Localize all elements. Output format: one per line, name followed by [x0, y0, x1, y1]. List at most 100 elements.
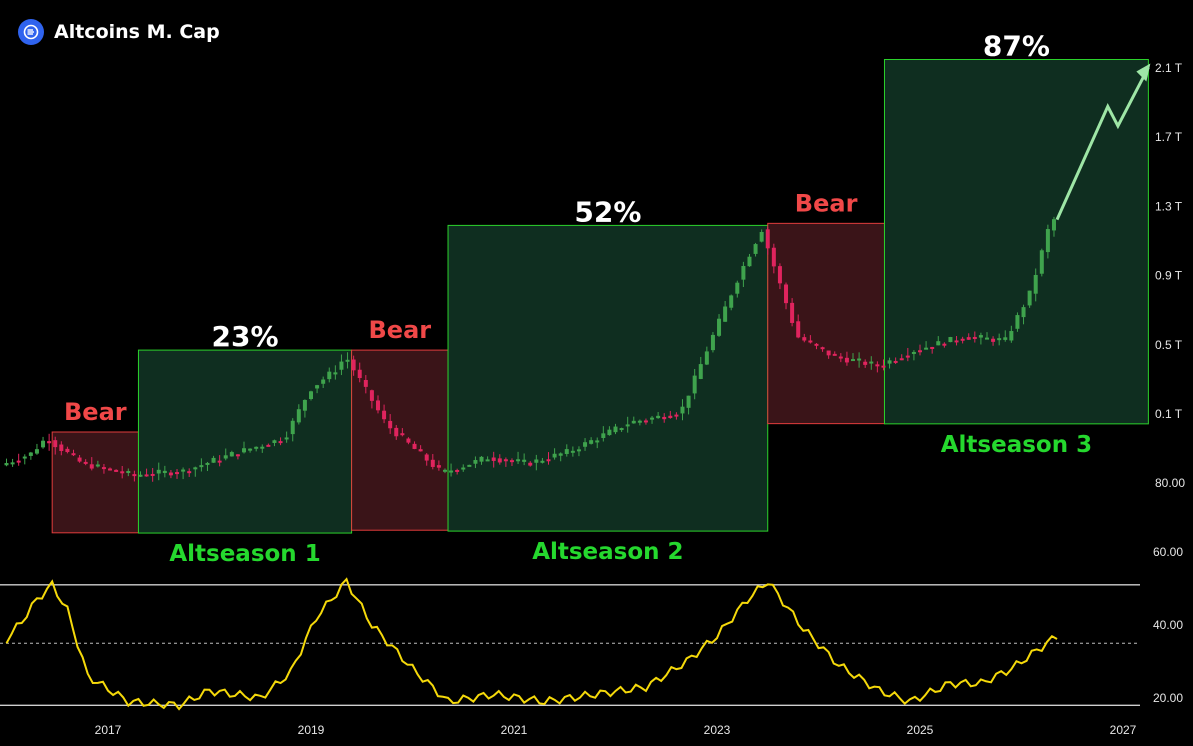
price-tick-label: 1.3 T: [1155, 199, 1183, 213]
candle-body: [108, 468, 113, 471]
candle-body: [729, 295, 734, 308]
zone-bull-3: [447, 224, 769, 532]
candle-body: [95, 464, 100, 467]
candle-body: [918, 350, 922, 353]
candle-body: [777, 266, 782, 284]
zone-bear-0: [51, 431, 139, 534]
candle-body: [930, 346, 935, 349]
candle-body: [284, 437, 289, 440]
candle-body: [321, 379, 326, 384]
osc-tick-label: 40.00: [1153, 618, 1183, 632]
candle-body: [893, 360, 898, 363]
candle-body: [570, 450, 575, 453]
candle-body: [503, 459, 508, 462]
candle-body: [144, 474, 149, 477]
candle-body: [668, 415, 673, 418]
zone-pct-label: 52%: [574, 195, 641, 228]
candle-body: [741, 265, 746, 280]
candle-body: [4, 463, 9, 466]
candle-body: [509, 460, 514, 463]
candle-body: [1003, 337, 1008, 340]
candle-body: [211, 457, 216, 463]
candle-body: [34, 449, 39, 454]
candle-body: [534, 459, 539, 463]
candle-body: [467, 464, 472, 467]
candle-body: [53, 440, 58, 448]
year-tick-label: 2025: [907, 723, 934, 737]
candle-body: [589, 440, 594, 444]
candle-body: [558, 453, 563, 456]
candle-body: [1009, 331, 1014, 341]
projection-line: [1055, 66, 1150, 221]
candle-body: [400, 433, 405, 436]
zone-bear-4: [767, 222, 885, 425]
candle-body: [747, 256, 752, 267]
candle-body: [814, 343, 819, 346]
zone-pct-label: 23%: [212, 320, 279, 353]
year-tick-label: 2023: [704, 723, 731, 737]
candle-body: [552, 453, 557, 458]
candle-body: [156, 469, 161, 474]
oscillator-line: [5, 577, 1058, 711]
candle-body: [826, 350, 831, 356]
osc-tick-label: 20.00: [1153, 691, 1183, 705]
candle-body: [765, 229, 770, 249]
price-tick-label: 0.9 T: [1155, 269, 1183, 283]
candle-body: [637, 420, 642, 423]
candle-body: [960, 338, 965, 341]
candle-body: [643, 420, 648, 423]
candle-body: [692, 375, 697, 394]
candle-body: [583, 442, 588, 447]
candle-body: [698, 364, 703, 379]
candle-body: [412, 443, 417, 449]
bear-label: Bear: [369, 316, 432, 344]
candle-body: [948, 337, 953, 343]
candle-body: [771, 247, 776, 267]
candle-body: [650, 417, 655, 420]
candle-body: [22, 456, 27, 459]
candle-body: [576, 449, 581, 452]
year-tick-label: 2017: [95, 723, 122, 737]
candle-body: [972, 336, 977, 339]
year-tick-label: 2021: [501, 723, 528, 737]
price-tick-label: 80.00: [1155, 476, 1185, 490]
candle-body: [607, 429, 612, 436]
price-tick-label: 0.1 T: [1155, 407, 1183, 421]
candle-body: [820, 347, 825, 350]
candle-body: [802, 337, 807, 341]
candle-body: [449, 470, 454, 473]
candle-body: [978, 335, 983, 338]
altseason-label: Altseason 1: [169, 541, 320, 567]
candle-body: [625, 424, 630, 427]
candle-body: [753, 244, 758, 254]
candle-body: [290, 420, 295, 435]
altseason-label: Altseason 2: [532, 539, 683, 565]
candle-body: [954, 340, 959, 343]
candle-body: [229, 452, 234, 457]
candle-body: [138, 474, 143, 477]
candle-body: [1039, 250, 1044, 274]
candle-body: [991, 338, 996, 342]
candle-body: [735, 282, 740, 294]
candle-body: [266, 444, 271, 447]
candle-body: [1015, 315, 1020, 329]
candle-body: [461, 467, 466, 470]
price-tick-label: 1.7 T: [1155, 130, 1183, 144]
candle-body: [790, 302, 795, 323]
candle-body: [595, 440, 600, 443]
candle-body: [832, 353, 837, 356]
candle-body: [418, 449, 423, 452]
candle-body: [838, 356, 843, 359]
candle-body: [175, 472, 180, 475]
candle-body: [455, 469, 460, 472]
bear-label: Bear: [64, 398, 127, 426]
candle-body: [59, 444, 64, 451]
candle-body: [254, 446, 259, 449]
candle-body: [132, 474, 137, 477]
candle-body: [911, 351, 916, 354]
candle-body: [528, 462, 533, 466]
candle-body: [272, 440, 277, 443]
candle-body: [564, 449, 569, 454]
candle-body: [887, 360, 892, 364]
